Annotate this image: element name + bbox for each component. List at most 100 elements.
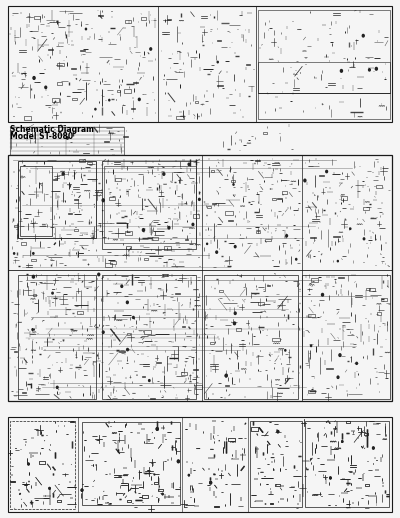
Bar [82, 422, 180, 505]
Bar [265, 239, 271, 241]
Bar [250, 421, 302, 507]
Bar [34, 16, 40, 19]
Circle shape [49, 487, 50, 489]
Circle shape [372, 447, 374, 449]
Bar [10, 421, 75, 509]
Text: Schematic Diagram: Schematic Diagram [10, 125, 94, 134]
Bar [31, 258, 36, 261]
Bar [346, 421, 350, 423]
Bar [305, 421, 389, 507]
Bar [228, 438, 235, 441]
Circle shape [66, 137, 68, 139]
Bar [18, 275, 96, 399]
Circle shape [127, 349, 128, 351]
Bar [39, 462, 45, 464]
Bar [20, 166, 52, 236]
Circle shape [33, 253, 34, 254]
Bar [152, 237, 158, 240]
Circle shape [192, 223, 194, 225]
Circle shape [342, 441, 343, 442]
Circle shape [188, 474, 190, 476]
Text: Model ST-8080: Model ST-8080 [10, 132, 73, 140]
Bar [181, 372, 187, 375]
Bar [364, 433, 368, 435]
Circle shape [233, 184, 234, 185]
Bar [72, 97, 77, 100]
Bar [381, 298, 387, 301]
Bar [126, 334, 130, 336]
Bar [230, 180, 235, 182]
Bar [210, 170, 214, 172]
Bar [74, 229, 78, 231]
Bar [24, 116, 31, 120]
Circle shape [207, 243, 208, 244]
Circle shape [339, 354, 341, 356]
Circle shape [162, 494, 163, 495]
Bar [258, 62, 390, 93]
Bar [311, 278, 318, 281]
Circle shape [362, 34, 364, 37]
Bar [366, 484, 369, 486]
Circle shape [49, 487, 50, 489]
Circle shape [138, 98, 140, 100]
Bar [164, 246, 172, 250]
Circle shape [132, 316, 134, 319]
Circle shape [372, 447, 374, 449]
Circle shape [234, 246, 236, 248]
Circle shape [45, 86, 47, 89]
Circle shape [81, 489, 83, 491]
Circle shape [210, 481, 212, 484]
Bar [52, 98, 59, 102]
Circle shape [285, 350, 286, 351]
Bar [115, 178, 121, 181]
Circle shape [225, 375, 227, 377]
Bar [125, 232, 132, 235]
Bar [258, 303, 264, 306]
Bar [308, 314, 315, 318]
Circle shape [210, 481, 212, 484]
Bar [104, 166, 196, 243]
Bar [87, 162, 92, 164]
Bar [144, 258, 148, 261]
Bar [207, 206, 211, 208]
Circle shape [62, 172, 64, 175]
Circle shape [330, 477, 331, 479]
Circle shape [81, 489, 83, 491]
Bar [105, 264, 112, 267]
Circle shape [14, 253, 15, 254]
Bar [226, 211, 232, 215]
Circle shape [163, 173, 165, 175]
Circle shape [310, 345, 312, 347]
Bar [282, 191, 288, 194]
Circle shape [109, 99, 110, 101]
Bar [116, 90, 120, 92]
Circle shape [121, 285, 123, 287]
Bar [364, 433, 368, 435]
Bar [56, 82, 62, 85]
Bar [258, 93, 390, 119]
Bar [272, 338, 280, 341]
Circle shape [322, 294, 324, 296]
Bar [39, 462, 45, 464]
Circle shape [277, 430, 279, 433]
Circle shape [33, 77, 35, 79]
Circle shape [32, 329, 33, 330]
Circle shape [56, 386, 58, 388]
Circle shape [168, 226, 170, 229]
Bar [193, 214, 199, 218]
Bar [302, 275, 390, 399]
Bar [102, 275, 196, 399]
Circle shape [296, 258, 297, 260]
Circle shape [337, 261, 338, 262]
Circle shape [95, 108, 96, 110]
Circle shape [375, 67, 377, 70]
Circle shape [52, 292, 53, 294]
Bar [110, 261, 116, 264]
Bar [124, 90, 131, 93]
Circle shape [156, 428, 158, 430]
Bar [8, 6, 392, 122]
Bar [154, 482, 158, 484]
Circle shape [150, 48, 152, 50]
Circle shape [350, 228, 351, 229]
Bar [102, 161, 196, 249]
